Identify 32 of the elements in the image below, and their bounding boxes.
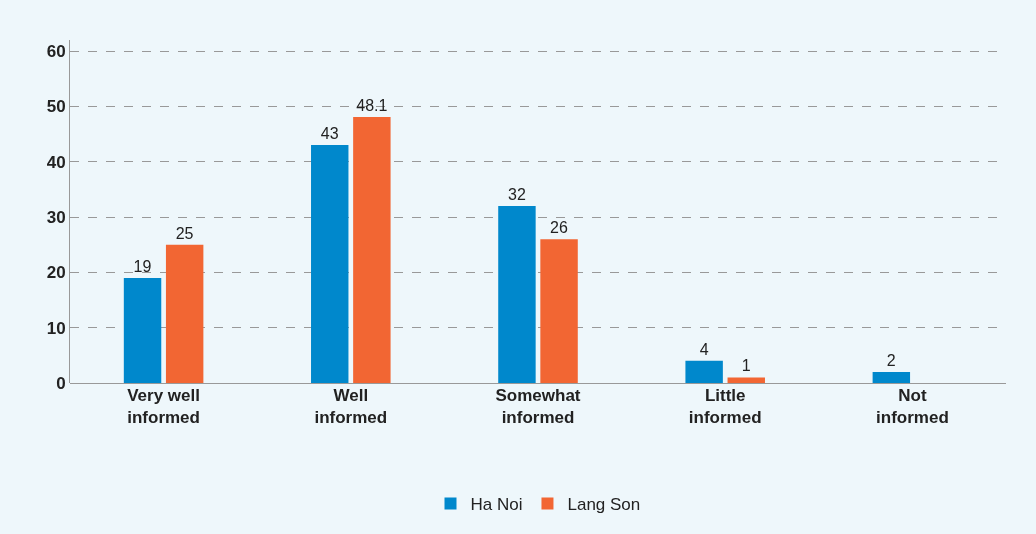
data-label: 32 xyxy=(507,185,526,203)
bar xyxy=(353,116,391,383)
data-label: 26 xyxy=(550,219,569,237)
y-tick-label: 20 xyxy=(46,263,66,283)
bar xyxy=(872,371,911,383)
y-tick-label: 30 xyxy=(46,207,66,227)
y-tick-label: 50 xyxy=(46,97,66,117)
bar xyxy=(540,239,578,383)
data-label: 48.1 xyxy=(356,96,388,114)
x-tick-label: Well informed xyxy=(314,386,388,428)
data-label: 1 xyxy=(741,357,751,375)
y-tick-label: 40 xyxy=(46,152,66,172)
y-tick-label: 10 xyxy=(46,318,66,338)
x-tick-label: Somewhat informed xyxy=(495,386,581,428)
data-label: 4 xyxy=(699,340,709,358)
bar xyxy=(165,244,204,383)
data-label: 25 xyxy=(175,224,194,242)
y-tick-label: 60 xyxy=(46,42,66,62)
bar xyxy=(685,360,723,383)
legend-label: Ha Noi xyxy=(470,495,523,515)
data-label: 2 xyxy=(886,351,896,369)
bar xyxy=(123,277,162,383)
bar xyxy=(498,205,536,383)
bar xyxy=(727,377,765,383)
data-label: 43 xyxy=(320,125,339,143)
x-tick-label: Not informed xyxy=(876,386,949,428)
legend-label: Lang Son xyxy=(567,495,641,515)
x-tick-label: Very well informed xyxy=(127,386,200,428)
bar xyxy=(311,145,349,383)
data-label: 19 xyxy=(133,257,152,275)
y-tick-label: 0 xyxy=(56,373,66,393)
x-tick-label: Little informed xyxy=(688,386,762,428)
